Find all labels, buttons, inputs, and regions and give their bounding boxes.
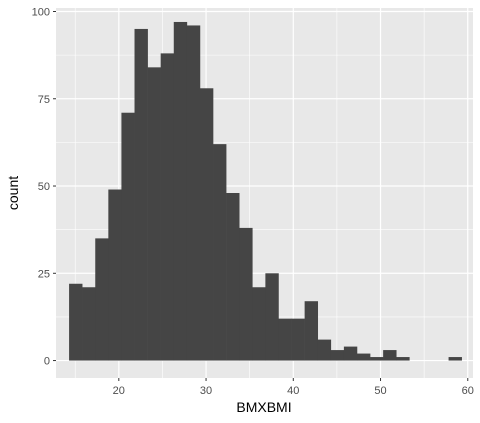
histogram-bar [69,283,83,361]
y-tick-label: 100 [32,6,50,18]
histogram-bar [186,25,201,361]
histogram-bar [304,301,319,361]
x-tick-label: 30 [200,385,212,397]
y-tick-label: 25 [38,268,50,280]
histogram-bar [173,21,188,361]
x-tick-label: 40 [287,385,299,397]
y-axis-ticks: 0 25 50 75 100 [32,6,56,368]
histogram-bar [199,88,214,361]
histogram-bars [69,21,462,361]
histogram-bar [356,353,371,361]
histogram-bar [383,350,397,361]
histogram-bar [343,346,358,361]
histogram-bar [239,227,253,361]
x-tick-label: 50 [374,385,386,397]
y-tick-label: 50 [38,181,50,193]
y-axis-title: count [5,176,21,210]
histogram-bar [448,357,462,361]
histogram-bar [82,287,96,361]
x-axis-title: BMXBMI [236,399,291,415]
histogram-bar [317,339,332,361]
histogram-bar [108,189,122,361]
histogram-bar [121,112,135,361]
x-tick-label: 20 [113,385,125,397]
x-tick-label: 60 [462,385,474,397]
histogram-bar [213,144,227,361]
histogram-bar [160,53,175,361]
y-tick-label: 75 [38,94,50,106]
histogram-bar [265,273,279,361]
histogram-bar [291,318,305,361]
x-axis-ticks: 20 30 40 50 60 [113,378,474,397]
y-tick-label: 0 [44,356,50,368]
histogram-bar [278,318,292,361]
histogram-bar [370,357,384,361]
histogram-bar [147,67,161,361]
histogram-bar [396,357,410,361]
histogram-bar [330,350,345,361]
histogram-bar [226,193,240,361]
histogram-bar [95,238,109,361]
histogram-bar [252,287,266,361]
histogram-bar [134,28,148,361]
